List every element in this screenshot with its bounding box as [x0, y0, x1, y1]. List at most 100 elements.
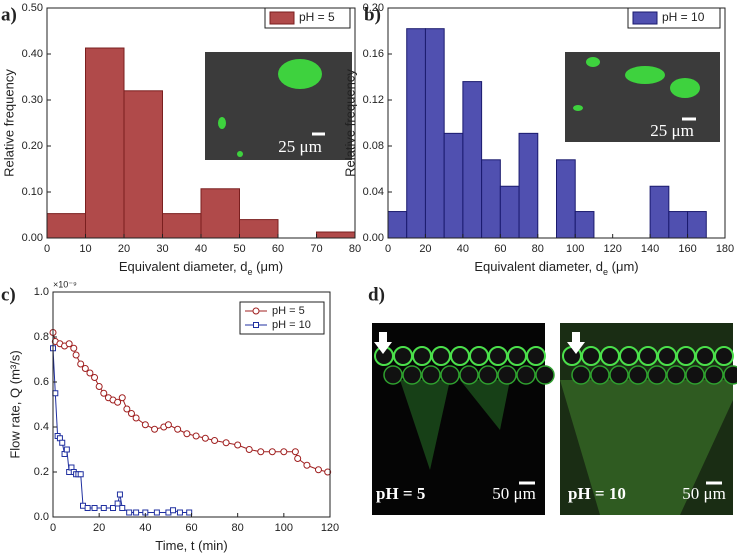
y-tick-label: 0.0: [34, 511, 49, 523]
y-tick-label: 0.8: [34, 331, 49, 343]
point: [201, 434, 209, 442]
grain: [469, 346, 489, 366]
series-line: [52, 332, 328, 473]
grain: [695, 346, 715, 366]
x-tick-label: 100: [275, 522, 293, 534]
bar: [556, 159, 576, 239]
y-tick-label: 0.40: [22, 48, 43, 60]
legend-marker: [253, 322, 259, 328]
grain: [459, 365, 479, 385]
point: [65, 340, 73, 348]
x-tick-label: 80: [532, 243, 544, 255]
biofilm: [560, 380, 733, 515]
legend-label: pH = 10: [662, 10, 705, 24]
image-scale: 50 μm: [492, 484, 536, 503]
bar: [239, 219, 279, 239]
grain: [628, 365, 648, 385]
x-tick-label: 40: [139, 522, 151, 534]
bar: [200, 188, 240, 239]
y-tick-label: 0.16: [363, 48, 384, 60]
grain: [685, 365, 705, 385]
bar: [481, 159, 501, 239]
grain: [478, 365, 498, 385]
grain: [666, 365, 686, 385]
point: [95, 383, 103, 390]
bar: [518, 132, 539, 239]
y-axis-label: Relative frequency: [1, 69, 16, 177]
x-label-part: e: [603, 267, 608, 277]
x-label-part: Time, t (min): [155, 538, 227, 553]
y-tick-label: 0.50: [22, 2, 43, 14]
particle: [237, 151, 243, 157]
point: [133, 509, 140, 516]
legend-swatch: [632, 11, 658, 25]
x-tick-label: 160: [678, 243, 696, 255]
grain: [497, 365, 517, 385]
grain: [535, 365, 555, 385]
point: [132, 414, 140, 422]
point: [100, 505, 107, 511]
point: [222, 439, 230, 447]
point: [164, 421, 172, 429]
point: [77, 471, 84, 478]
flow-arrow: [374, 332, 392, 354]
point: [186, 509, 193, 516]
bar: [649, 185, 670, 239]
y-tick-label: 0.00: [22, 232, 43, 244]
x-tick-label: 140: [641, 243, 659, 255]
particle: [625, 66, 665, 84]
inset-image: [205, 52, 352, 160]
x-label-part: (μm): [608, 259, 639, 274]
x-tick-label: 0: [44, 243, 50, 255]
grain: [402, 365, 422, 385]
point: [324, 468, 332, 476]
point: [100, 389, 108, 397]
x-tick-label: 100: [566, 243, 584, 255]
point: [280, 448, 288, 456]
grain: [704, 365, 724, 385]
y-tick-label: 0.10: [22, 186, 43, 198]
x-label-part: (μm): [253, 259, 284, 274]
x-tick-label: 60: [494, 243, 506, 255]
point: [114, 500, 121, 507]
x-tick-label: 0: [385, 243, 391, 255]
point: [268, 448, 276, 456]
grain: [440, 365, 460, 385]
x-tick-label: 60: [185, 522, 197, 534]
point: [141, 421, 149, 429]
grains: [374, 346, 737, 385]
point: [52, 390, 59, 397]
point: [176, 509, 183, 516]
bar: [46, 213, 86, 239]
y-tick-label: 0.00: [363, 232, 384, 244]
point: [257, 448, 265, 456]
y-tick-label: 0.30: [22, 94, 43, 106]
grain: [526, 346, 546, 366]
y-axis-label: Relative frequency: [342, 69, 357, 177]
x-tick-label: 20: [118, 243, 130, 255]
legend-label: pH = 5: [272, 305, 305, 317]
panel-label: a): [1, 4, 17, 25]
bar: [162, 213, 202, 239]
legend-label: pH = 10: [272, 319, 311, 331]
series-line: [52, 348, 190, 513]
point: [63, 446, 70, 453]
point: [86, 369, 94, 377]
point: [118, 394, 126, 402]
x-tick-label: 120: [603, 243, 621, 255]
grain: [516, 365, 536, 385]
legend-label: pH = 5: [299, 10, 335, 24]
bar: [499, 185, 520, 239]
flow-arrow: [567, 332, 585, 354]
x-tick-label: 120: [321, 522, 339, 534]
x-tick-label: 70: [310, 243, 322, 255]
x-axis-label: Equivalent diameter, de (μm): [474, 259, 638, 277]
x-tick-label: 10: [79, 243, 91, 255]
particle: [573, 105, 583, 111]
point: [192, 432, 200, 440]
bar: [123, 90, 163, 239]
point: [72, 351, 80, 359]
point: [234, 441, 242, 449]
legend-swatch: [269, 11, 295, 25]
